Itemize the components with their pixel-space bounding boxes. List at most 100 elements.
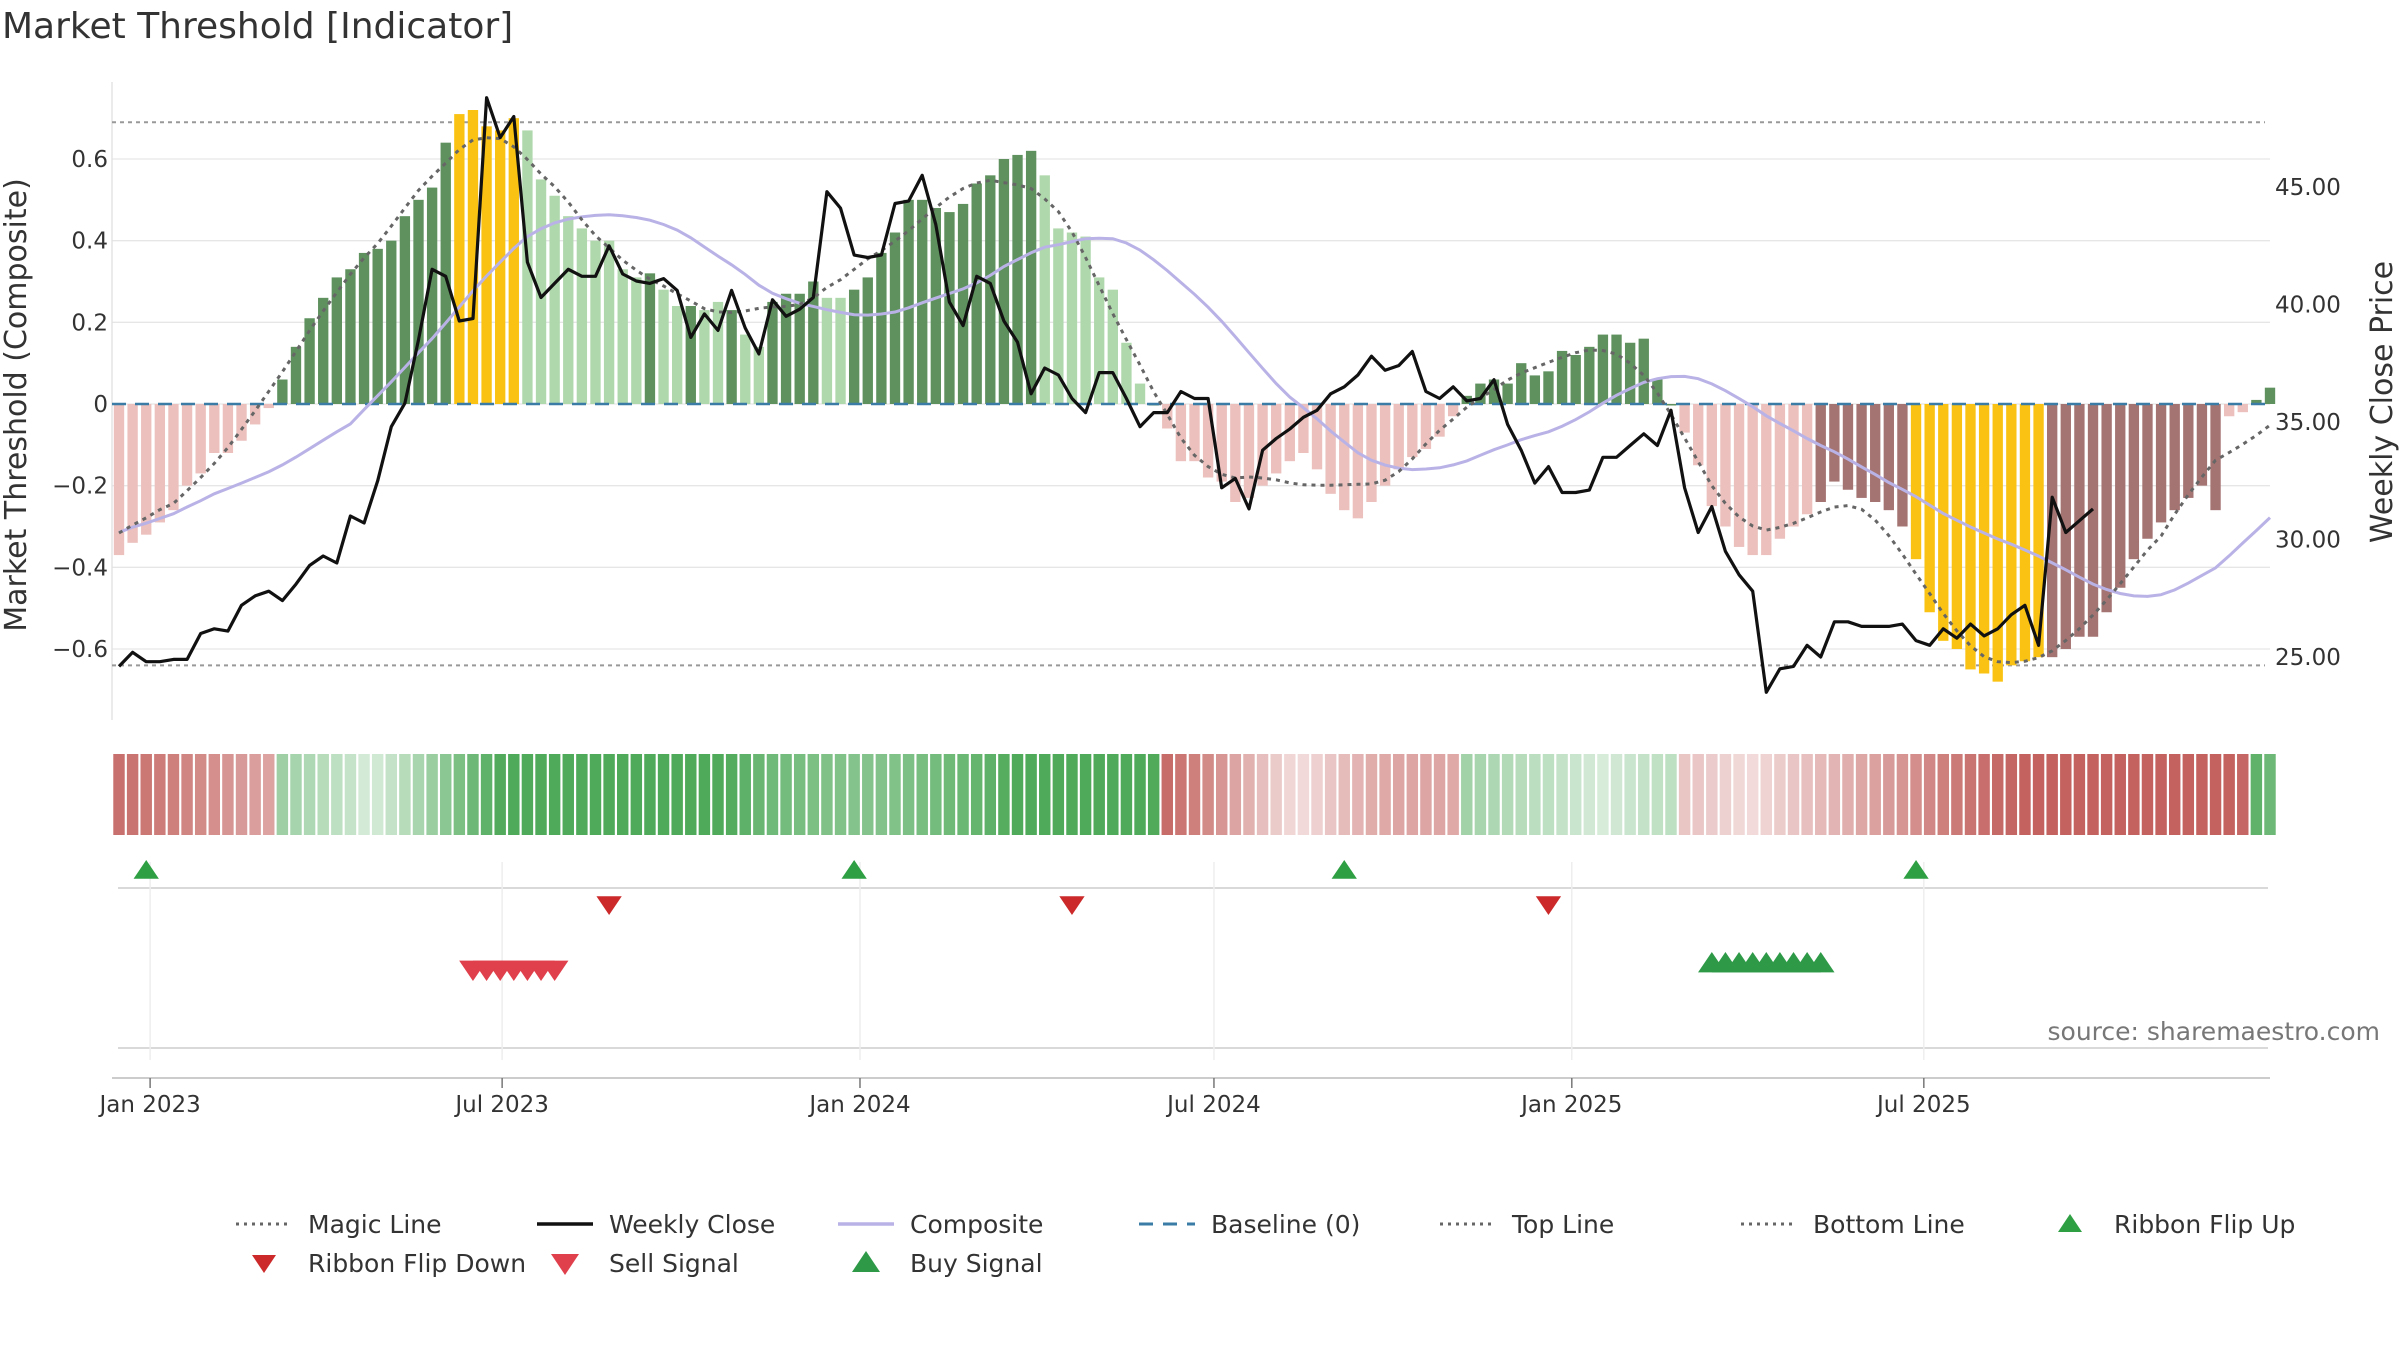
- ribbon-cell: [1352, 754, 1364, 835]
- ribbon-cell: [208, 754, 221, 835]
- composite-bar: [685, 306, 696, 404]
- ribbon-cell: [1774, 754, 1786, 835]
- composite-bar: [2033, 404, 2044, 658]
- composite-bar: [1801, 404, 1813, 515]
- ribbon-cell: [1937, 754, 1949, 835]
- ribbon-cell: [780, 754, 792, 835]
- ribbon-cell: [1883, 754, 1895, 835]
- ribbon-cell: [998, 754, 1010, 835]
- composite-bar: [903, 199, 914, 404]
- composite-bar: [154, 404, 166, 523]
- ribbon-cell: [235, 754, 248, 835]
- axis-ticks: 0.6 0.4 0.2 0 −0.2 −0.4 −0.6 45.00 40.00 35.00 30.…: [52, 147, 2341, 671]
- ribbon-cell: [1270, 754, 1282, 835]
- ribbon-cell: [1556, 754, 1568, 835]
- ribbon-cell: [2060, 754, 2072, 835]
- ribbon-cell: [1243, 754, 1255, 835]
- composite-bar: [590, 240, 601, 404]
- composite-bar: [209, 404, 220, 453]
- composite-bar: [535, 179, 547, 404]
- ribbon-cell: [1665, 754, 1677, 835]
- ribbon-cell: [1651, 754, 1664, 835]
- composite-bars: [113, 110, 2276, 682]
- composite-bar: [1815, 404, 1826, 502]
- ribbon-cell: [1311, 754, 1323, 835]
- composite-bar: [2060, 404, 2071, 649]
- composite-bar: [1733, 404, 1745, 547]
- composite-bar: [277, 379, 288, 404]
- composite-bar: [563, 216, 574, 404]
- ribbon-cell: [1216, 754, 1228, 835]
- ribbon-cell: [1842, 754, 1854, 835]
- composite-bar: [1951, 404, 1963, 649]
- composite-bar: [794, 293, 805, 404]
- legend-entry-label: Ribbon Flip Up: [2114, 1210, 2295, 1239]
- composite-bar: [1965, 404, 1976, 670]
- ribbon-cell: [1992, 754, 2004, 835]
- ribbon-cell: [2073, 754, 2086, 835]
- ribbon-cell: [957, 754, 969, 835]
- composite-bar: [957, 203, 969, 404]
- legend-entry-label: Top Line: [1511, 1210, 1614, 1239]
- ribbon-cell: [807, 754, 820, 835]
- ribbon-cell: [943, 754, 956, 835]
- composite-bar: [2087, 404, 2099, 637]
- ribbon-cell: [589, 754, 602, 835]
- ribbon-cell: [344, 754, 357, 835]
- composite-bar: [1788, 404, 1799, 527]
- composite-bar: [549, 195, 560, 404]
- composite-bar: [1720, 404, 1731, 527]
- ribbon-cell: [753, 754, 765, 835]
- weekly-close-line: [117, 96, 2095, 694]
- composite-bar: [1842, 404, 1854, 490]
- composite-bar: [944, 212, 955, 404]
- ribbon-cell: [385, 754, 397, 835]
- composite-bar: [2183, 404, 2194, 498]
- composite-bar: [821, 297, 833, 404]
- composite-bar: [1107, 289, 1118, 404]
- ribbon-cell: [426, 754, 438, 835]
- ribbon-cell: [1855, 754, 1868, 835]
- ribbon-cell: [766, 754, 779, 835]
- composite-bar: [113, 404, 125, 556]
- composite-line: [118, 213, 2272, 598]
- composite-bar: [658, 289, 669, 404]
- composite-bar: [971, 183, 982, 404]
- ribbon-cell: [1066, 754, 1078, 835]
- ribbon-cell: [1474, 754, 1487, 835]
- composite-bar: [331, 277, 342, 404]
- left-axis-label: Market Threshold (Composite): [0, 178, 34, 632]
- composite-bar: [1870, 404, 1881, 502]
- ribbon-cell: [616, 754, 629, 835]
- composite-bar: [1679, 404, 1690, 433]
- composite-bar: [1584, 346, 1595, 404]
- composite-bar: [2155, 404, 2167, 523]
- ribbon-cell: [970, 754, 983, 835]
- right-tick-label: 40.00: [2275, 293, 2341, 319]
- composite-bar: [1488, 379, 1500, 404]
- ribbon-cell: [685, 754, 697, 835]
- composite-bar: [1924, 404, 1935, 613]
- ribbon-cell: [1365, 754, 1378, 835]
- composite-bar: [236, 404, 247, 441]
- composite-bar: [617, 269, 628, 404]
- source-note: source: sharemaestro.com: [2048, 1017, 2381, 1046]
- composite-bar: [1597, 334, 1609, 404]
- ribbon-cell: [1079, 754, 1092, 835]
- ribbon-cell: [317, 754, 329, 835]
- composite-bar: [358, 252, 370, 404]
- ribbon-cell: [2264, 754, 2276, 835]
- legend-entry-label: Sell Signal: [609, 1249, 739, 1278]
- composite-bar: [1012, 154, 1023, 404]
- composite-bar: [726, 310, 737, 404]
- composite-bar: [753, 346, 765, 404]
- ribbon-cell: [725, 754, 738, 835]
- ribbon-cell: [916, 754, 928, 835]
- left-tick-label: −0.6: [52, 637, 108, 663]
- legend-swatch: [852, 1251, 880, 1272]
- ribbon-cell: [1828, 754, 1841, 835]
- ribbon-cell: [1923, 754, 1936, 835]
- ribbon-cell: [1569, 754, 1582, 835]
- composite-bar: [1556, 350, 1568, 404]
- composite-bar: [1897, 404, 1908, 527]
